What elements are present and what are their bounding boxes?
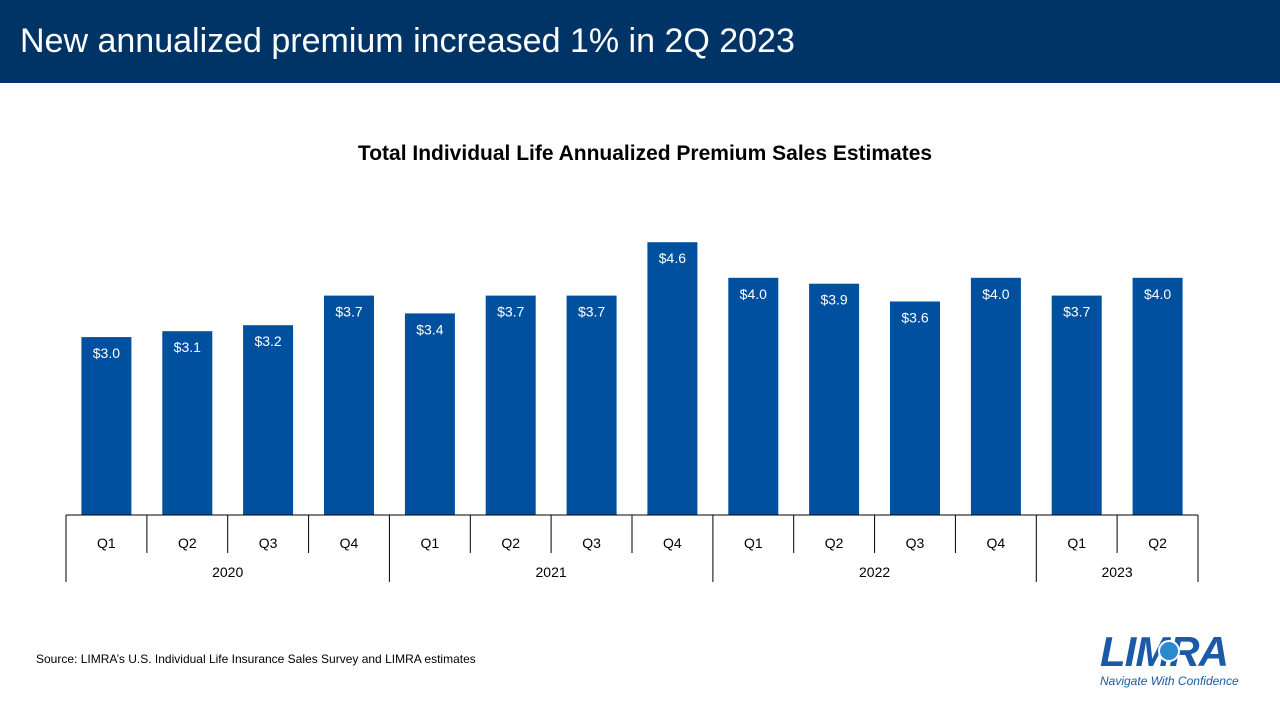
category-label: Q1 (744, 535, 763, 551)
bar-value-label: $3.6 (901, 310, 928, 326)
bar (890, 301, 940, 515)
category-label: Q3 (259, 535, 278, 551)
bar-value-label: $3.2 (254, 333, 281, 349)
bar-value-label: $3.1 (174, 339, 201, 355)
category-label: Q2 (501, 535, 520, 551)
bar-value-label: $3.9 (820, 292, 847, 308)
bar (81, 337, 132, 515)
bar (728, 277, 779, 515)
group-label: 2021 (536, 564, 567, 580)
category-label: Q3 (582, 535, 601, 551)
category-label: Q4 (987, 535, 1006, 551)
bar-value-label: $4.0 (740, 286, 767, 302)
source-note: Source: LIMRA’s U.S. Individual Life Ins… (36, 652, 476, 666)
logo-tagline: Navigate With Confidence (1100, 674, 1239, 688)
bar-value-label: $4.6 (659, 250, 686, 266)
category-label: Q4 (663, 535, 682, 551)
bar (809, 283, 860, 515)
category-label: Q4 (340, 535, 359, 551)
globe-icon (1158, 640, 1180, 662)
category-label: Q1 (1067, 535, 1086, 551)
category-label: Q2 (1148, 535, 1167, 551)
bar (1132, 277, 1183, 515)
bar (566, 295, 617, 515)
group-label: 2022 (859, 564, 890, 580)
group-label: 2020 (212, 564, 243, 580)
bar (970, 277, 1021, 515)
bar-value-label: $4.0 (982, 286, 1009, 302)
bar-value-label: $3.7 (497, 304, 524, 320)
bar (324, 295, 374, 515)
group-label: 2023 (1102, 564, 1133, 580)
x-axis: Q1 Q2 Q3 Q4 Q1 Q2 Q3 Q4 Q1 Q2 Q3 Q4 Q1 Q2 2020 2021 2022… (65, 514, 1199, 582)
limra-logo: LIMRA Navigate With Confidence (1096, 630, 1246, 690)
bar-value-label: $3.4 (416, 321, 443, 337)
bar-value-label: $3.7 (578, 304, 605, 320)
bar (1051, 295, 1102, 515)
bars-group: $3.0 $3.1 $3.2 $3.7 $3.4 $3.7 $3.7 $4.6 $4.0 $3.9… (81, 242, 1183, 515)
title-banner: New annualized premium increased 1% in 2… (0, 0, 1280, 83)
bar (243, 325, 294, 515)
category-label: Q2 (825, 535, 844, 551)
category-label: Q1 (421, 535, 440, 551)
category-label: Q3 (906, 535, 925, 551)
bar (162, 331, 213, 515)
category-label: Q2 (178, 535, 197, 551)
bar (404, 313, 455, 515)
category-label: Q1 (97, 535, 116, 551)
page-title: New annualized premium increased 1% in 2… (20, 22, 795, 60)
bar (647, 242, 698, 515)
bar-value-label: $3.7 (1063, 304, 1090, 320)
bar-value-label: $3.0 (93, 345, 120, 361)
chart-title: Total Individual Life Annualized Premium… (358, 142, 932, 165)
bar-value-label: $4.0 (1144, 286, 1171, 302)
bar (485, 295, 536, 515)
bar-value-label: $3.7 (335, 304, 362, 320)
